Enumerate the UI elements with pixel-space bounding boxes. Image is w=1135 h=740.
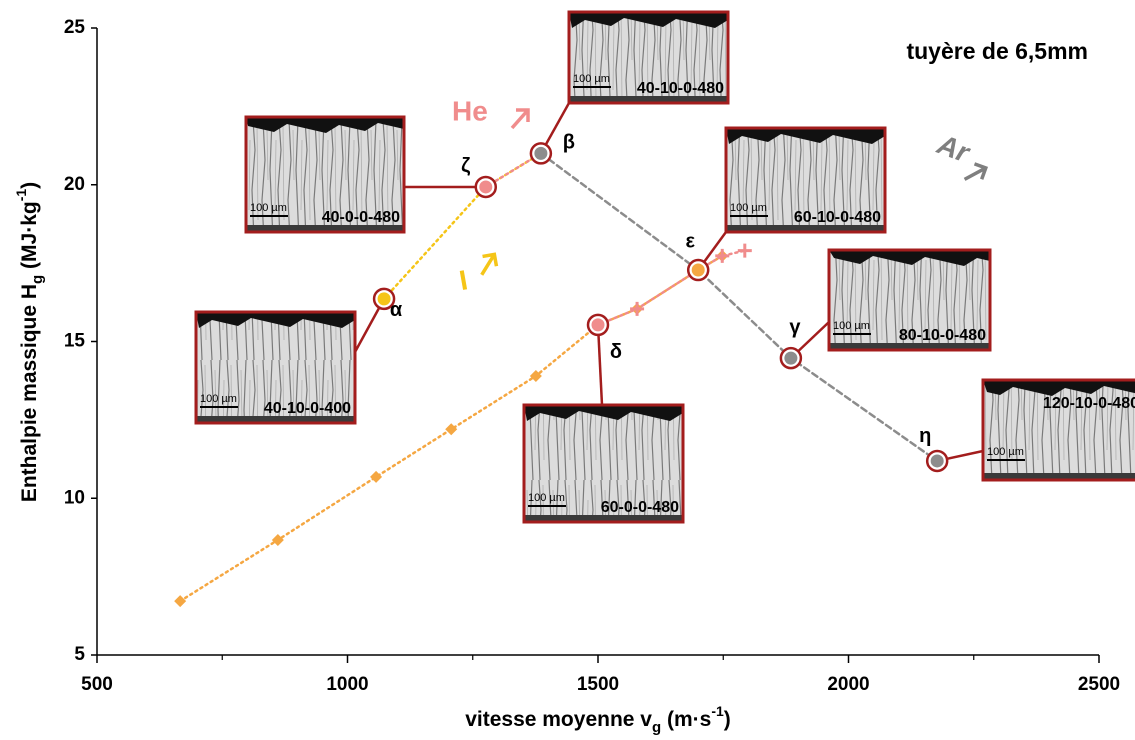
label-part: -1	[711, 703, 724, 719]
micrograph-top	[524, 405, 683, 421]
y-tick-label: 25	[64, 17, 86, 38]
y-tick-label: 15	[64, 331, 86, 352]
point-label: ζ	[461, 155, 470, 177]
scale-label: 100 µm	[987, 446, 1024, 458]
point-label: δ	[610, 341, 622, 363]
label-part: (MJ·kg	[18, 201, 41, 275]
x-tick-label: 2500	[1078, 674, 1120, 695]
arrow-label: I	[457, 264, 470, 296]
scale-label: 100 µm	[573, 73, 610, 85]
x-tick-label: 2000	[827, 674, 869, 695]
inset-frame	[981, 378, 1135, 482]
scale-label: 100 µm	[833, 320, 870, 332]
x-axis-label: vitesse moyenne vg (m·s-1)	[465, 703, 731, 737]
plus-marker	[715, 248, 730, 263]
micrograph-base	[246, 225, 404, 232]
inset-frame	[522, 403, 685, 524]
micrograph-top	[983, 380, 1135, 396]
micrograph-top	[569, 12, 728, 28]
x-tick-label: 1000	[326, 674, 368, 695]
micrograph-top	[726, 128, 885, 144]
inset-label: 80-10-0-480	[899, 327, 986, 344]
highlight-dot	[930, 454, 944, 468]
diamond-marker	[445, 423, 458, 436]
scale-label: 100 µm	[528, 492, 565, 504]
micrograph	[246, 117, 404, 232]
micrograph-base	[726, 225, 885, 232]
diamond-marker	[271, 533, 284, 546]
x-tick-label: 500	[81, 674, 113, 695]
diamond-marker	[174, 595, 187, 608]
micrograph-base	[829, 343, 990, 350]
y-tick-label: 20	[64, 174, 85, 195]
highlight-dot	[591, 318, 605, 332]
micrograph	[196, 312, 355, 423]
label-part: vitesse moyenne v	[465, 708, 652, 731]
point-label: γ	[789, 316, 801, 338]
point-label: β	[563, 132, 575, 154]
label-part: (m·s	[661, 708, 711, 731]
diamond-marker	[529, 369, 542, 382]
inset-frame	[194, 310, 357, 425]
arrow	[510, 108, 530, 130]
inset-frame	[827, 248, 992, 352]
inset-label: 40-0-0-480	[322, 209, 400, 226]
micrograph	[524, 405, 683, 522]
y-axis-label: Enthalpie massique Hg (MJ·kg-1)	[13, 182, 47, 502]
inset-label: 60-10-0-480	[794, 209, 881, 226]
inset-label: 40-10-0-480	[637, 80, 724, 97]
highlight-dot	[691, 263, 705, 277]
highlight-dot	[479, 180, 493, 194]
label-part: g	[29, 275, 46, 284]
arrow	[963, 162, 989, 181]
arrow	[480, 252, 499, 276]
micrograph-base	[983, 473, 1135, 480]
point-label: α	[390, 299, 403, 321]
highlight-dot	[534, 146, 548, 160]
series-line	[539, 152, 939, 463]
highlight-dot	[377, 292, 391, 306]
highlight-dot	[784, 351, 798, 365]
scale-label: 100 µm	[250, 202, 287, 214]
micrograph-base	[524, 515, 683, 522]
y-tick-label: 10	[64, 487, 85, 508]
inset-frame	[724, 126, 887, 234]
x-tick-label: 1500	[577, 674, 619, 695]
point-label: η	[919, 425, 931, 447]
label-part: Enthalpie massique H	[18, 284, 41, 502]
micrograph	[726, 128, 885, 232]
plus-marker	[737, 243, 752, 258]
label-part: )	[724, 708, 731, 731]
micrograph-top	[829, 250, 990, 266]
connector	[596, 324, 604, 406]
arrow-label: He	[452, 95, 488, 126]
label-part: )	[18, 182, 41, 189]
label-part: g	[652, 719, 661, 736]
series-line	[484, 152, 747, 327]
inset-label: 60-0-0-480	[601, 499, 679, 516]
inset-label: 40-10-0-400	[264, 400, 351, 417]
label-part: -1	[13, 189, 29, 202]
plus-marker	[630, 301, 645, 316]
inset-frame	[244, 115, 406, 234]
micrograph	[983, 380, 1135, 480]
inset-frame	[567, 10, 730, 105]
micrograph-top	[196, 312, 355, 328]
scale-label: 100 µm	[730, 202, 767, 214]
micrograph-base	[569, 96, 728, 103]
point-label: ε	[685, 230, 695, 252]
scale-label: 100 µm	[200, 393, 237, 405]
y-tick-label: 5	[74, 644, 85, 665]
micrograph-base	[196, 416, 355, 423]
arrow-label: Ar	[932, 128, 975, 169]
micrograph-top	[246, 117, 404, 133]
annotation: tuyère de 6,5mm	[906, 38, 1088, 64]
diamond-marker	[370, 470, 383, 483]
inset-label: 120-10-0-480	[1043, 395, 1135, 412]
